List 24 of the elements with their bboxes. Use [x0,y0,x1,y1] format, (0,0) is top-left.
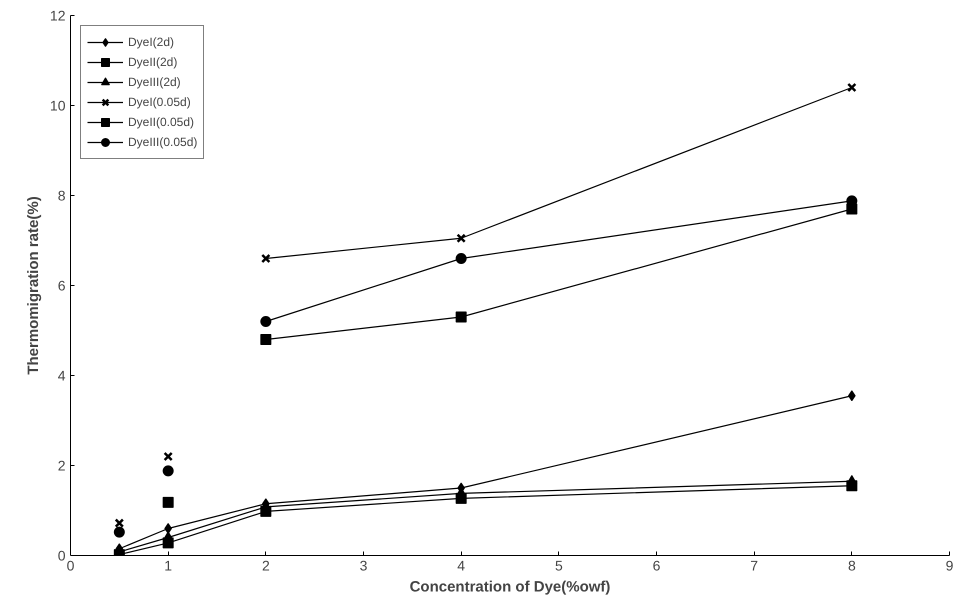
x-tick-label: 2 [262,558,270,574]
x-tick-label: 6 [652,558,661,574]
legend-label: DyeI(0.05d) [128,95,191,109]
x-tick-label: 3 [360,558,368,574]
legend-label: DyeIII(0.05d) [128,135,198,149]
y-axis-title: Thermomigration rate(%) [24,196,42,375]
x-tick-label: 8 [848,558,856,574]
y-tick-label: 2 [58,458,66,474]
x-axis-title: Concentration of Dye(%owf) [410,578,610,596]
x-tick-label: 4 [457,558,466,574]
y-tick-label: 12 [50,8,66,24]
y-tick-label: 0 [58,548,66,564]
y-tick-label: 8 [58,188,66,204]
x-tick-label: 1 [164,558,172,574]
x-tick-label: 7 [750,558,758,574]
y-tick-label: 10 [50,98,66,114]
legend-label: DyeIII(2d) [128,75,181,89]
y-tick-label: 4 [58,368,66,384]
legend-label: DyeII(2d) [128,55,178,69]
x-tick-label: 5 [554,558,563,574]
legend-label: DyeI(2d) [128,35,174,49]
legend-label: DyeII(0.05d) [128,115,194,129]
y-tick-label: 6 [58,278,66,294]
x-tick-label: 9 [946,558,954,574]
